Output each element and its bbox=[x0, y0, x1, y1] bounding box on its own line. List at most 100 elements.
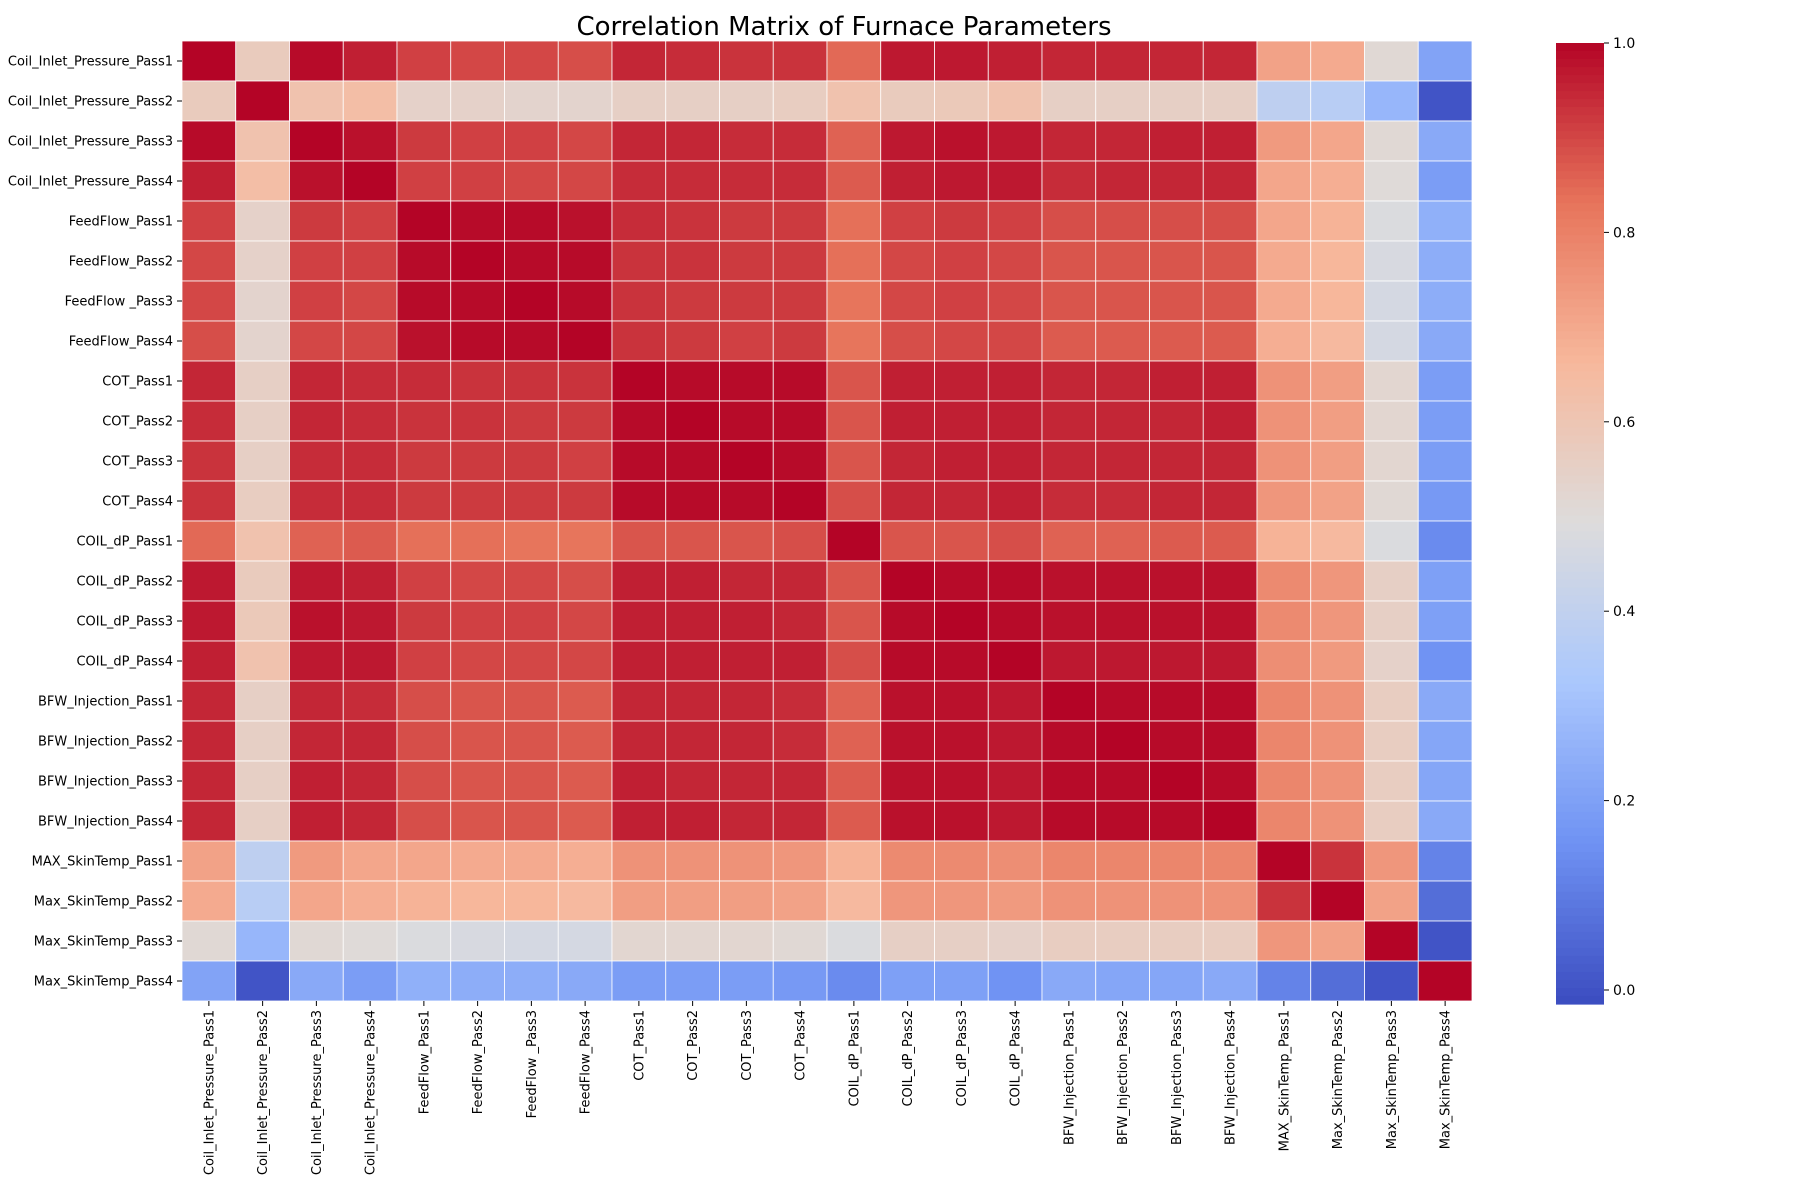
heatmap-cell bbox=[1417, 160, 1473, 202]
colorbar-segment bbox=[1556, 315, 1604, 324]
heatmap-cell bbox=[504, 760, 559, 802]
heatmap-cell bbox=[181, 720, 237, 762]
colorbar-segment bbox=[1556, 867, 1604, 877]
heatmap-cell bbox=[934, 640, 989, 682]
heatmap-cell bbox=[665, 680, 720, 722]
colorbar-segment bbox=[1556, 115, 1604, 124]
heatmap-cell bbox=[772, 680, 828, 722]
heatmap-cell bbox=[665, 80, 720, 122]
heatmap-cell bbox=[289, 400, 344, 442]
heatmap-cell bbox=[1041, 720, 1097, 762]
heatmap-cell bbox=[1095, 480, 1150, 522]
heatmap-cell bbox=[880, 400, 935, 442]
heatmap-cell bbox=[1095, 960, 1150, 1002]
colorbar-segment bbox=[1556, 147, 1604, 156]
heatmap-cell bbox=[772, 600, 828, 642]
heatmap-cell bbox=[504, 360, 559, 402]
heatmap-cell bbox=[611, 440, 667, 482]
heatmap-cell bbox=[826, 880, 882, 922]
heatmap-cell bbox=[396, 440, 452, 482]
heatmap-cell bbox=[1364, 320, 1419, 362]
heatmap-cell bbox=[1202, 240, 1258, 282]
colorbar-segment bbox=[1556, 203, 1604, 212]
heatmap-cell bbox=[1310, 280, 1365, 322]
heatmap-cell bbox=[772, 440, 828, 482]
heatmap-cell bbox=[557, 440, 613, 482]
heatmap-cell bbox=[1095, 40, 1150, 82]
colorbar-segment bbox=[1556, 755, 1604, 765]
heatmap-cell bbox=[987, 400, 1043, 442]
heatmap-cell bbox=[880, 440, 935, 482]
heatmap-cell bbox=[1417, 960, 1473, 1002]
heatmap-cell bbox=[342, 600, 398, 642]
heatmap-cell bbox=[450, 600, 505, 642]
heatmap-cell bbox=[1041, 640, 1097, 682]
heatmap-cell bbox=[504, 920, 559, 962]
heatmap-cell bbox=[557, 80, 613, 122]
heatmap-cell bbox=[1417, 800, 1473, 842]
heatmap-cell bbox=[342, 560, 398, 602]
heatmap-cell bbox=[1095, 400, 1150, 442]
x-axis-label: COT_Pass4 bbox=[794, 1010, 809, 1081]
heatmap-cell bbox=[719, 200, 774, 242]
colorbar-segment bbox=[1556, 291, 1604, 300]
heatmap-cell bbox=[611, 680, 667, 722]
heatmap-cell bbox=[1417, 360, 1473, 402]
heatmap-cell bbox=[342, 40, 398, 82]
x-axis-label: Coil_Inlet_Pressure_Pass3 bbox=[310, 1010, 325, 1175]
heatmap-cell bbox=[934, 840, 989, 882]
heatmap-cell bbox=[665, 560, 720, 602]
heatmap-cell bbox=[1364, 760, 1419, 802]
heatmap-cell bbox=[611, 320, 667, 362]
heatmap-cell bbox=[450, 120, 505, 162]
heatmap-cell bbox=[1256, 560, 1312, 602]
heatmap-cell bbox=[1417, 600, 1473, 642]
heatmap-cell bbox=[772, 200, 828, 242]
heatmap-cell bbox=[987, 760, 1043, 802]
colorbar-segment bbox=[1556, 771, 1604, 781]
heatmap-cell bbox=[1149, 320, 1204, 362]
colorbar-segment bbox=[1556, 107, 1604, 116]
heatmap-cell bbox=[504, 800, 559, 842]
heatmap-cell bbox=[1417, 40, 1473, 82]
heatmap-cell bbox=[1256, 760, 1312, 802]
heatmap-cell bbox=[987, 240, 1043, 282]
colorbar-tick-label: 0.2 bbox=[1613, 794, 1635, 810]
heatmap-cell bbox=[181, 240, 237, 282]
heatmap-cell bbox=[342, 320, 398, 362]
heatmap-cell bbox=[665, 400, 720, 442]
colorbar-segment bbox=[1556, 723, 1604, 733]
heatmap-cell bbox=[1364, 160, 1419, 202]
heatmap-cell bbox=[1256, 360, 1312, 402]
heatmap-cell bbox=[826, 120, 882, 162]
heatmap-cell bbox=[880, 720, 935, 762]
heatmap-cell bbox=[1149, 360, 1204, 402]
heatmap-cell bbox=[934, 400, 989, 442]
heatmap-cell bbox=[987, 920, 1043, 962]
heatmap-cell bbox=[289, 320, 344, 362]
colorbar-segment bbox=[1556, 339, 1604, 348]
colorbar-segment bbox=[1556, 515, 1604, 525]
heatmap-cell bbox=[880, 880, 935, 922]
colorbar-segment bbox=[1556, 763, 1604, 773]
heatmap-cell bbox=[826, 400, 882, 442]
heatmap-cell bbox=[772, 800, 828, 842]
heatmap-cell bbox=[611, 280, 667, 322]
x-axis-labels: Coil_Inlet_Pressure_Pass1 Coil_Inlet_Pres… bbox=[202, 1001, 1454, 1175]
heatmap-cell bbox=[880, 840, 935, 882]
heatmap-cell bbox=[557, 720, 613, 762]
heatmap-cell bbox=[934, 40, 989, 82]
colorbar-segment bbox=[1556, 875, 1604, 885]
heatmap-cell bbox=[1041, 360, 1097, 402]
heatmap-cell bbox=[181, 480, 237, 522]
heatmap-cell bbox=[342, 720, 398, 762]
heatmap-cell bbox=[1095, 320, 1150, 362]
heatmap-cell bbox=[826, 920, 882, 962]
colorbar-segment bbox=[1556, 963, 1604, 973]
heatmap-cell bbox=[1310, 200, 1365, 242]
heatmap-cell bbox=[450, 800, 505, 842]
colorbar-segment bbox=[1556, 635, 1604, 645]
heatmap-cell bbox=[1310, 880, 1365, 922]
heatmap-cell bbox=[826, 560, 882, 602]
heatmap-cell bbox=[719, 880, 774, 922]
